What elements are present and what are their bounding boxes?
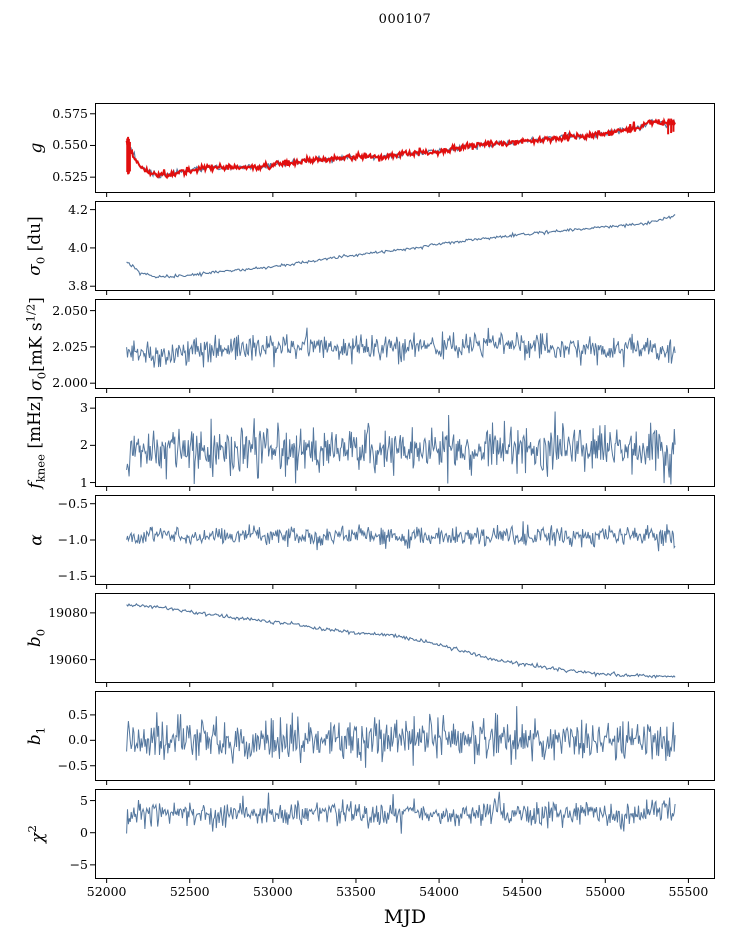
y-tick-label: 0.575: [52, 105, 88, 121]
x-tick-label: 53000: [252, 884, 293, 899]
axes-frame: [95, 103, 715, 193]
y-axis-label-chi2: χ2: [25, 825, 48, 843]
axes-frame: [95, 201, 715, 291]
y-tick-label: 3: [80, 399, 88, 415]
axes-frame: [95, 299, 715, 389]
plot-area-sigma0-mks: 2.000 2.025 2.050: [52, 299, 715, 393]
y-tick-label: 4.2: [68, 201, 88, 217]
y-axis-label-fknee: fknee [mHz]: [25, 395, 48, 489]
subplot-b0: b0 19060 19080: [25, 593, 715, 687]
y-tick-label: −5: [69, 856, 88, 872]
subplot-g: g 0.525 0.550 0.575: [27, 103, 715, 197]
x-tick-label: 52500: [169, 884, 210, 899]
x-axis-label: MJD: [383, 906, 427, 928]
x-tick-label: 55500: [668, 884, 709, 899]
plot-canvas-fknee: [90, 397, 715, 491]
axes-frame: [95, 789, 715, 879]
y-tick-label: 3.8: [68, 277, 88, 293]
figure-title: 000107: [378, 12, 432, 27]
y-tick-label: 1: [80, 474, 88, 490]
y-tick-label: 0.550: [52, 137, 88, 153]
subplot-grid: g 0.525 0.550 0.575 σ0 [du] 3.8 4.0 4.2 σ0[mK s1…: [24, 103, 715, 898]
subplot-b1: b1 −0.5 0.0 0.5: [25, 691, 715, 785]
subplot-fknee: fknee [mHz] 1 2 3: [25, 396, 715, 491]
y-tick-label: 0: [80, 824, 88, 840]
y-tick-label: 0.0: [68, 732, 88, 748]
series-line-g-0: [126, 118, 676, 179]
series-line-sigma0-mks-0: [126, 327, 676, 368]
plot-area-b1: −0.5 0.0 0.5: [58, 691, 715, 785]
axes-frame: [95, 397, 715, 487]
y-axis-label-sigma0-du: σ0 [du]: [25, 216, 48, 276]
x-tick-label: 52000: [86, 884, 127, 899]
y-tick-label: 2: [80, 437, 88, 453]
y-tick-label: 5: [80, 792, 88, 808]
plot-area-g: 0.525 0.550 0.575: [52, 103, 715, 197]
plot-canvas-chi2: [90, 789, 715, 883]
plot-canvas-b1: [90, 691, 715, 785]
y-tick-label: 2.000: [52, 374, 88, 390]
axes-frame: [95, 593, 715, 683]
subplot-alpha: α −1.5 −1.0 −0.5: [27, 495, 715, 589]
series-line-alpha-0: [126, 521, 676, 552]
y-tick-label: 19060: [48, 651, 88, 667]
y-tick-label: −1.0: [57, 531, 88, 547]
y-tick-label: −0.5: [57, 757, 88, 773]
plot-canvas-alpha: [90, 495, 715, 589]
plot-area-sigma0-du: 3.8 4.0 4.2: [68, 201, 715, 295]
axes-frame: [95, 495, 715, 585]
x-tick-label: 53500: [336, 884, 376, 899]
x-tick-label: 55000: [585, 884, 626, 899]
subplot-chi2: χ2 −5 0 5 52000 52500 53000 53500 54000 54500 5500…: [25, 789, 715, 898]
x-tick-label: 54000: [419, 884, 459, 899]
y-tick-label: 0.525: [52, 168, 88, 184]
y-tick-label: 2.050: [52, 302, 88, 318]
axes-frame: [95, 691, 715, 781]
plot-area-fknee: 1 2 3: [80, 397, 715, 491]
series-line-fknee-0: [126, 411, 676, 485]
y-axis-label-alpha: α: [26, 534, 47, 546]
y-tick-label: 2.025: [52, 338, 88, 354]
y-tick-label: 0.5: [68, 706, 88, 722]
y-axis-label-sigma0-mks: σ0[mK s1/2]: [23, 297, 49, 391]
plot-canvas-g: [90, 103, 715, 197]
series-line-g-1: [125, 117, 676, 180]
plot-canvas-sigma0-mks: [90, 299, 715, 393]
plot-area-b0: 19060 19080: [48, 593, 715, 687]
plot-canvas-sigma0-du: [90, 201, 715, 295]
y-axis-label-b0: b0: [25, 628, 48, 648]
y-tick-label: −1.5: [57, 568, 88, 584]
plot-area-chi2: −5 0 5 52000 52500 53000 53500 54000 54500 55000 5…: [70, 789, 715, 898]
y-tick-label: −0.5: [57, 495, 88, 511]
y-axis-label-b1: b1: [25, 726, 48, 746]
subplot-sigma0-du: σ0 [du] 3.8 4.0 4.2: [25, 201, 715, 295]
series-line-sigma0-du-0: [126, 214, 676, 279]
series-line-chi2-0: [126, 791, 676, 834]
y-tick-label: 4.0: [68, 239, 88, 255]
x-tick-label: 54500: [502, 884, 543, 899]
series-line-b1-0: [126, 706, 676, 768]
plot-area-alpha: −1.5 −1.0 −0.5: [58, 495, 715, 589]
y-tick-label: 19080: [48, 604, 88, 620]
plot-canvas-b0: [90, 593, 715, 687]
y-axis-label-g: g: [26, 142, 47, 154]
subplot-sigma0-mks: σ0[mK s1/2] 2.000 2.025 2.050: [24, 297, 715, 393]
series-line-b0-0: [126, 603, 676, 679]
